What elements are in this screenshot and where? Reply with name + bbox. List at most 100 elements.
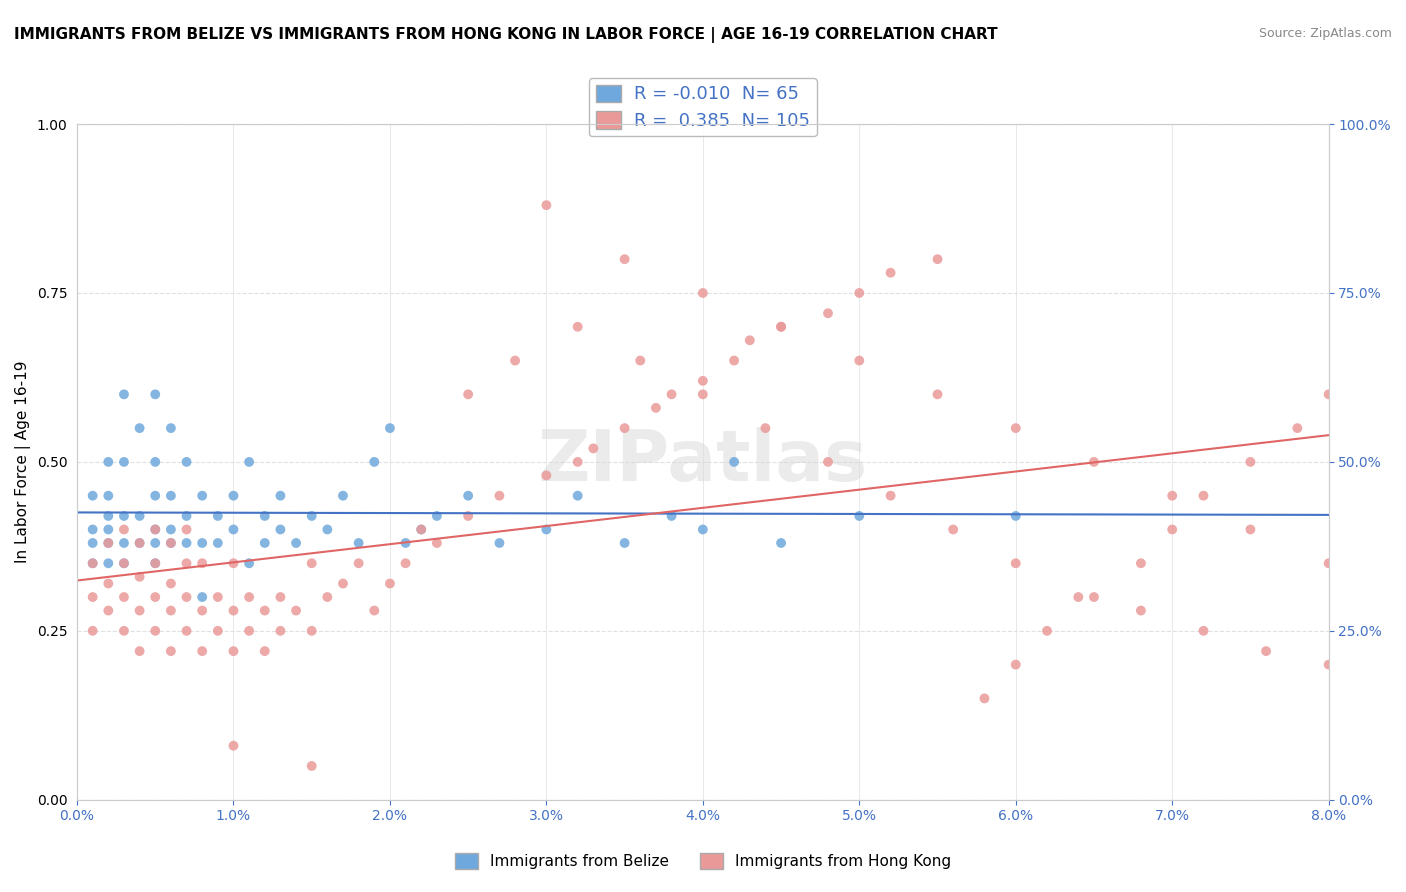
Point: [927, 252, 949, 267]
Point: [661, 508, 683, 523]
Point: [143, 624, 166, 638]
Point: [973, 691, 995, 706]
Point: [1161, 523, 1184, 537]
Point: [160, 536, 183, 550]
Point: [112, 556, 135, 570]
Point: [879, 266, 901, 280]
Point: [1317, 657, 1340, 672]
Point: [143, 523, 166, 537]
Point: [457, 489, 479, 503]
Point: [191, 644, 214, 658]
Point: [176, 536, 198, 550]
Point: [723, 455, 745, 469]
Legend: Immigrants from Belize, Immigrants from Hong Kong: Immigrants from Belize, Immigrants from …: [449, 847, 957, 875]
Point: [112, 455, 135, 469]
Point: [692, 374, 714, 388]
Point: [238, 455, 260, 469]
Point: [613, 252, 636, 267]
Point: [817, 306, 839, 320]
Point: [1083, 455, 1105, 469]
Point: [723, 353, 745, 368]
Point: [253, 536, 276, 550]
Point: [112, 556, 135, 570]
Point: [363, 455, 385, 469]
Point: [82, 590, 104, 604]
Point: [332, 576, 354, 591]
Point: [879, 489, 901, 503]
Point: [222, 644, 245, 658]
Point: [238, 624, 260, 638]
Point: [253, 644, 276, 658]
Point: [1004, 421, 1026, 435]
Point: [332, 489, 354, 503]
Point: [176, 556, 198, 570]
Point: [207, 536, 229, 550]
Point: [817, 455, 839, 469]
Point: [253, 508, 276, 523]
Point: [191, 590, 214, 604]
Point: [112, 590, 135, 604]
Point: [645, 401, 668, 415]
Point: [378, 421, 401, 435]
Point: [848, 353, 870, 368]
Point: [613, 421, 636, 435]
Point: [1286, 421, 1309, 435]
Point: [848, 285, 870, 300]
Point: [1239, 523, 1261, 537]
Point: [1161, 489, 1184, 503]
Point: [1004, 556, 1026, 570]
Point: [692, 285, 714, 300]
Point: [160, 489, 183, 503]
Point: [82, 523, 104, 537]
Point: [301, 508, 323, 523]
Point: [222, 739, 245, 753]
Point: [97, 523, 120, 537]
Point: [160, 421, 183, 435]
Point: [347, 556, 370, 570]
Point: [1317, 387, 1340, 401]
Point: [222, 489, 245, 503]
Point: [488, 536, 510, 550]
Point: [426, 536, 449, 550]
Point: [301, 624, 323, 638]
Point: [770, 319, 793, 334]
Point: [567, 319, 589, 334]
Point: [503, 353, 526, 368]
Point: [269, 523, 291, 537]
Point: [128, 570, 150, 584]
Point: [191, 489, 214, 503]
Point: [567, 455, 589, 469]
Point: [394, 536, 416, 550]
Point: [112, 536, 135, 550]
Point: [253, 603, 276, 617]
Point: [692, 387, 714, 401]
Point: [82, 556, 104, 570]
Legend: R = -0.010  N= 65, R =  0.385  N= 105: R = -0.010 N= 65, R = 0.385 N= 105: [589, 78, 817, 136]
Point: [1192, 489, 1215, 503]
Point: [143, 489, 166, 503]
Point: [97, 455, 120, 469]
Point: [191, 556, 214, 570]
Point: [160, 576, 183, 591]
Point: [207, 624, 229, 638]
Point: [848, 508, 870, 523]
Point: [128, 508, 150, 523]
Point: [112, 624, 135, 638]
Point: [160, 603, 183, 617]
Y-axis label: In Labor Force | Age 16-19: In Labor Force | Age 16-19: [15, 360, 31, 563]
Point: [82, 536, 104, 550]
Point: [143, 455, 166, 469]
Point: [143, 556, 166, 570]
Point: [488, 489, 510, 503]
Point: [536, 198, 558, 212]
Point: [1254, 644, 1277, 658]
Point: [692, 523, 714, 537]
Point: [628, 353, 651, 368]
Point: [378, 576, 401, 591]
Point: [285, 603, 308, 617]
Point: [97, 556, 120, 570]
Point: [238, 590, 260, 604]
Point: [97, 576, 120, 591]
Point: [426, 508, 449, 523]
Point: [143, 556, 166, 570]
